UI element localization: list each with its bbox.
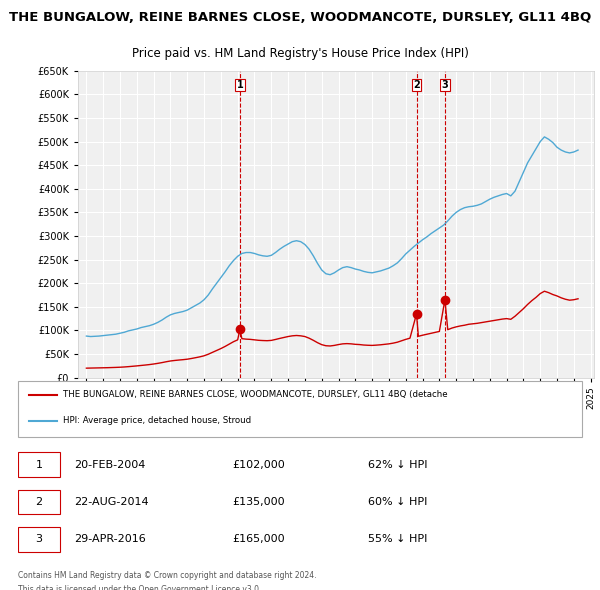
FancyBboxPatch shape — [18, 453, 60, 477]
Text: 60% ↓ HPI: 60% ↓ HPI — [368, 497, 427, 507]
Text: £102,000: £102,000 — [232, 460, 285, 470]
FancyBboxPatch shape — [18, 527, 60, 552]
Text: Price paid vs. HM Land Registry's House Price Index (HPI): Price paid vs. HM Land Registry's House … — [131, 47, 469, 60]
Text: £135,000: £135,000 — [232, 497, 285, 507]
FancyBboxPatch shape — [18, 381, 582, 437]
Text: 3: 3 — [442, 80, 448, 90]
Text: 1: 1 — [236, 80, 243, 90]
Text: 2: 2 — [35, 497, 43, 507]
Text: Contains HM Land Registry data © Crown copyright and database right 2024.: Contains HM Land Registry data © Crown c… — [18, 571, 317, 580]
Text: 2: 2 — [413, 80, 420, 90]
Text: 55% ↓ HPI: 55% ↓ HPI — [368, 534, 427, 544]
Text: THE BUNGALOW, REINE BARNES CLOSE, WOODMANCOTE, DURSLEY, GL11 4BQ (detache: THE BUNGALOW, REINE BARNES CLOSE, WOODMA… — [63, 390, 448, 399]
Text: 29-APR-2016: 29-APR-2016 — [74, 534, 146, 544]
Text: This data is licensed under the Open Government Licence v3.0.: This data is licensed under the Open Gov… — [18, 585, 262, 590]
Text: 20-FEB-2004: 20-FEB-2004 — [74, 460, 146, 470]
Text: HPI: Average price, detached house, Stroud: HPI: Average price, detached house, Stro… — [63, 417, 251, 425]
Text: 22-AUG-2014: 22-AUG-2014 — [74, 497, 149, 507]
Text: 1: 1 — [35, 460, 43, 470]
FancyBboxPatch shape — [18, 490, 60, 514]
Text: THE BUNGALOW, REINE BARNES CLOSE, WOODMANCOTE, DURSLEY, GL11 4BQ: THE BUNGALOW, REINE BARNES CLOSE, WOODMA… — [9, 11, 591, 24]
Text: £165,000: £165,000 — [232, 534, 285, 544]
Text: 62% ↓ HPI: 62% ↓ HPI — [368, 460, 427, 470]
Text: 3: 3 — [35, 534, 43, 544]
